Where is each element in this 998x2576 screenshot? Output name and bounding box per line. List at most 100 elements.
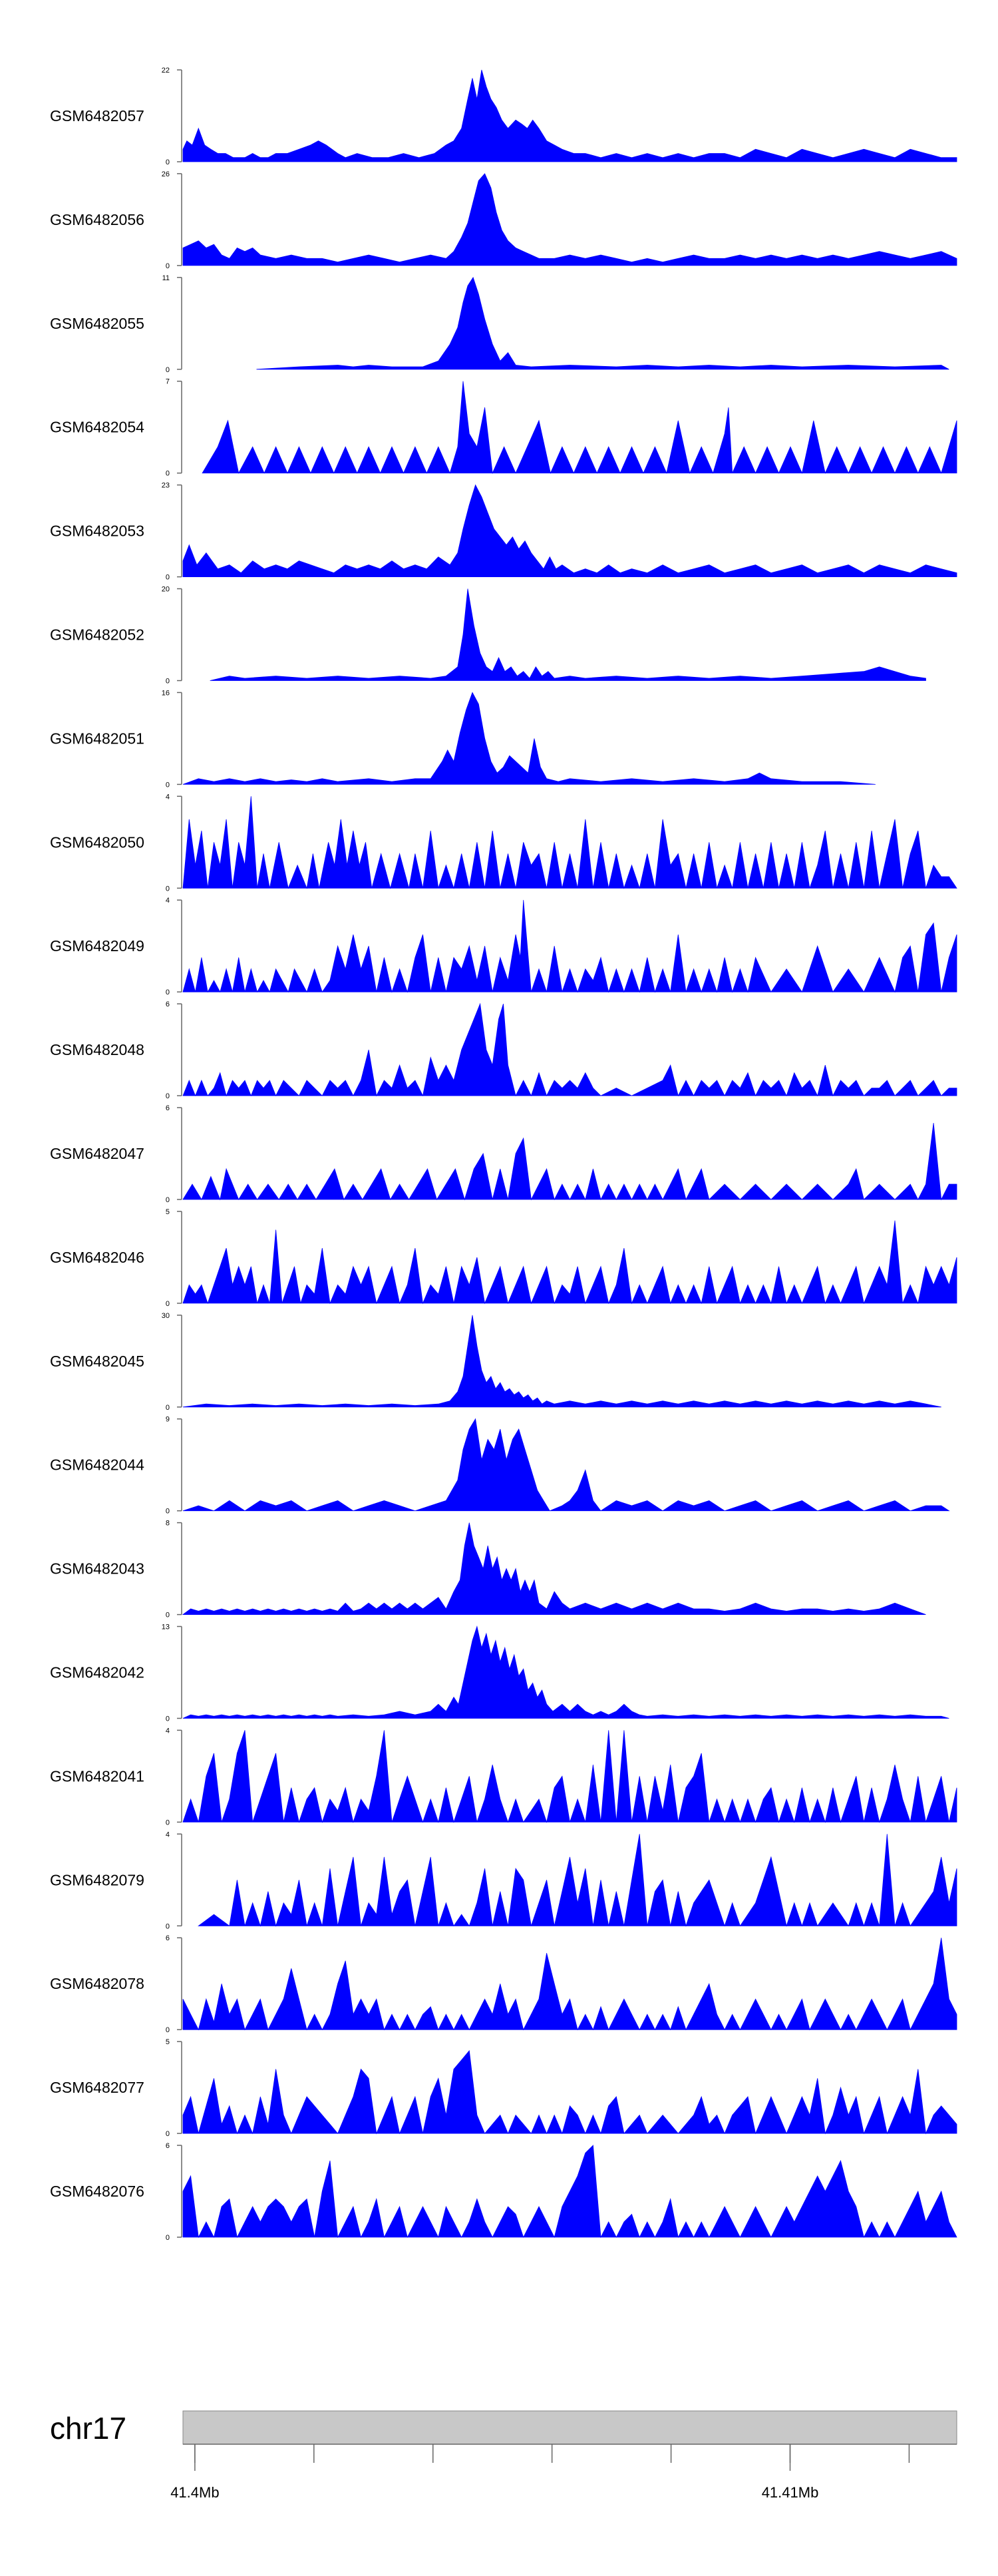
y-tick-label: 22 bbox=[162, 67, 170, 75]
coverage-area bbox=[182, 2049, 957, 2135]
y-tick-label: 0 bbox=[166, 158, 170, 166]
track-label: GSM6482076 bbox=[50, 2183, 144, 2200]
y-tick-label: 0 bbox=[166, 885, 170, 893]
track: GSM6482052 20 0 bbox=[50, 586, 926, 686]
coverage-area bbox=[182, 692, 876, 785]
ideogram-bar bbox=[182, 2410, 957, 2445]
y-tick-label: 11 bbox=[162, 274, 170, 282]
y-tick-label: 0 bbox=[166, 1196, 170, 1204]
coverage-area bbox=[198, 1834, 957, 1927]
track: GSM6482076 6 0 bbox=[50, 2142, 957, 2242]
track-label: GSM6482048 bbox=[50, 1041, 144, 1058]
y-tick-label: 4 bbox=[166, 897, 170, 905]
coverage-area bbox=[256, 276, 949, 370]
coverage-area bbox=[182, 484, 957, 577]
track: GSM6482042 13 0 bbox=[50, 1623, 949, 1723]
y-tick-label: 0 bbox=[166, 1092, 170, 1100]
y-tick-label: 0 bbox=[166, 678, 170, 686]
track-label: GSM6482042 bbox=[50, 1664, 144, 1681]
y-tick-label: 0 bbox=[166, 574, 170, 582]
y-tick-label: 7 bbox=[166, 378, 170, 386]
y-tick-label: 26 bbox=[162, 170, 170, 178]
coverage-area bbox=[182, 1730, 957, 1823]
track-label: GSM6482050 bbox=[50, 833, 144, 851]
track-label: GSM6482045 bbox=[50, 1353, 144, 1370]
y-tick-label: 0 bbox=[166, 1611, 170, 1619]
coverage-area bbox=[182, 1418, 950, 1512]
track-label: GSM6482043 bbox=[50, 1560, 144, 1578]
coverage-area bbox=[182, 1122, 957, 1201]
y-tick-label: 0 bbox=[166, 1508, 170, 1516]
coverage-area bbox=[182, 1522, 926, 1615]
track: GSM6482047 6 0 bbox=[50, 1104, 957, 1204]
y-tick-label: 0 bbox=[166, 2234, 170, 2242]
track-label: GSM6482055 bbox=[50, 315, 144, 332]
y-tick-label: 0 bbox=[166, 2130, 170, 2138]
tracks-layer: GSM6482057220GSM6482056260GSM6482055110G… bbox=[50, 67, 957, 2242]
y-tick-label: 0 bbox=[166, 2026, 170, 2034]
y-tick-label: 0 bbox=[166, 1819, 170, 1826]
genome-axis-label: 41.4Mb bbox=[170, 2484, 219, 2501]
track-label: GSM6482056 bbox=[50, 211, 144, 228]
track-label: GSM6482053 bbox=[50, 523, 144, 540]
y-tick-label: 0 bbox=[166, 1922, 170, 1930]
genome-axis-label: 41.41Mb bbox=[762, 2484, 819, 2501]
y-tick-label: 6 bbox=[166, 2142, 170, 2150]
coverage-area bbox=[182, 1220, 957, 1305]
track-label: GSM6482049 bbox=[50, 937, 144, 955]
track: GSM6482056 26 0 bbox=[50, 170, 957, 270]
track: GSM6482045 30 0 bbox=[50, 1312, 941, 1412]
y-tick-label: 0 bbox=[166, 1404, 170, 1412]
track: GSM6482057 22 0 bbox=[50, 67, 957, 166]
track: GSM6482050 4 0 bbox=[50, 793, 957, 893]
y-tick-label: 9 bbox=[166, 1416, 170, 1424]
y-tick-label: 16 bbox=[162, 689, 170, 697]
coverage-area bbox=[182, 69, 957, 162]
y-tick-label: 13 bbox=[162, 1623, 170, 1631]
track: GSM6482054 7 0 bbox=[50, 378, 957, 478]
coverage-area bbox=[182, 1002, 957, 1097]
track-label: GSM6482054 bbox=[50, 419, 144, 436]
track-label: GSM6482044 bbox=[50, 1456, 144, 1474]
y-tick-label: 23 bbox=[162, 482, 170, 490]
y-tick-label: 6 bbox=[166, 1934, 170, 1942]
y-tick-label: 5 bbox=[166, 2038, 170, 2046]
track-label: GSM6482079 bbox=[50, 1871, 144, 1888]
y-tick-label: 0 bbox=[166, 781, 170, 789]
coverage-area bbox=[182, 796, 957, 889]
track: GSM6482043 8 0 bbox=[50, 1520, 926, 1619]
y-tick-label: 20 bbox=[162, 586, 170, 594]
y-tick-label: 0 bbox=[166, 470, 170, 478]
track-label: GSM6482057 bbox=[50, 107, 144, 124]
track: GSM6482055 11 0 bbox=[50, 274, 949, 374]
chromosome-label: chr17 bbox=[50, 2411, 126, 2446]
track: GSM6482051 16 0 bbox=[50, 689, 876, 789]
y-tick-label: 0 bbox=[166, 1300, 170, 1308]
y-tick-label: 4 bbox=[166, 793, 170, 801]
y-tick-label: 0 bbox=[166, 1715, 170, 1723]
track: GSM6482048 6 0 bbox=[50, 1000, 957, 1100]
coverage-area bbox=[210, 588, 926, 681]
track: GSM6482077 5 0 bbox=[50, 2038, 957, 2138]
chromosome-ideogram: chr17 41.4Mb 41.41Mb bbox=[50, 2410, 957, 2501]
track-label: GSM6482052 bbox=[50, 626, 144, 644]
track-label: GSM6482051 bbox=[50, 730, 144, 747]
y-tick-label: 4 bbox=[166, 1830, 170, 1838]
track-label: GSM6482047 bbox=[50, 1145, 144, 1162]
y-tick-label: 0 bbox=[166, 366, 170, 374]
coverage-area bbox=[182, 1938, 957, 2031]
track: GSM6482041 4 0 bbox=[50, 1727, 957, 1826]
track-label: GSM6482046 bbox=[50, 1249, 144, 1266]
track: GSM6482044 9 0 bbox=[50, 1416, 950, 1516]
y-tick-label: 6 bbox=[166, 1104, 170, 1112]
y-tick-label: 30 bbox=[162, 1312, 170, 1320]
y-tick-label: 0 bbox=[166, 988, 170, 996]
track: GSM6482049 4 0 bbox=[50, 897, 957, 996]
coverage-area bbox=[182, 173, 957, 266]
track-label: GSM6482078 bbox=[50, 1975, 144, 1992]
y-tick-label: 4 bbox=[166, 1727, 170, 1735]
track: GSM6482079 4 0 bbox=[50, 1830, 957, 1930]
track-label: GSM6482077 bbox=[50, 2079, 144, 2096]
y-tick-label: 6 bbox=[166, 1000, 170, 1008]
